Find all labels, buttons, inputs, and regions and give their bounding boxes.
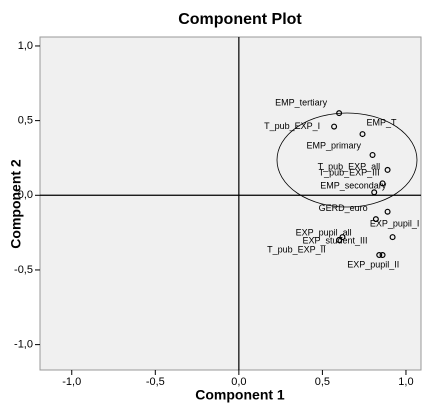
- chart-title: Component Plot: [178, 11, 302, 28]
- point-label: EMP_T: [367, 117, 398, 127]
- point-label: T_pub_EXP_I: [264, 121, 320, 131]
- point-label: T_pub_EXP_all: [318, 161, 381, 171]
- point: [372, 216, 379, 223]
- point-label: EMP_secondary: [320, 181, 387, 191]
- y-axis-title: Component 2: [8, 159, 24, 249]
- point-label: EXP_pupil_all: [296, 227, 352, 237]
- x-tick-label: 0,0: [231, 376, 246, 388]
- y-tick-label: -0,5: [14, 264, 33, 276]
- point: [389, 234, 396, 241]
- highlight-ellipse: [276, 112, 418, 208]
- y-tick-label: -1,0: [14, 339, 33, 351]
- point-label: T_pub_EXP_III: [319, 168, 380, 178]
- point-label: GERD_euro: [319, 203, 368, 213]
- y-tick-label: 1,0: [18, 40, 33, 52]
- plot-area: [39, 36, 422, 371]
- point-label: EXP_student_III: [302, 235, 367, 245]
- point: [384, 208, 391, 215]
- point: [369, 151, 376, 158]
- y-tick-label: 0,0: [18, 189, 33, 201]
- point: [339, 234, 346, 241]
- point-label: T_pub_EXP_II: [267, 244, 326, 254]
- point: [336, 237, 343, 244]
- x-tick-label: -0,5: [146, 376, 165, 388]
- point: [384, 166, 391, 173]
- x-axis-title: Component 1: [195, 387, 285, 403]
- point: [376, 252, 383, 259]
- point-label: EMP_primary: [307, 140, 362, 150]
- point-label: EXP_pupil_II: [347, 259, 399, 269]
- x-tick-label: 0,5: [315, 376, 330, 388]
- point: [371, 189, 378, 196]
- point-label: EMP_tertiary: [275, 98, 328, 108]
- point: [331, 123, 338, 130]
- x-tick-label: -1,0: [62, 376, 81, 388]
- point: [359, 131, 366, 138]
- x-tick-label: 1,0: [398, 376, 413, 388]
- y-tick-label: 0,5: [18, 115, 33, 127]
- point-label: EXP_pupil_I: [370, 219, 420, 229]
- point: [379, 180, 386, 187]
- point: [336, 110, 343, 117]
- point: [379, 252, 386, 259]
